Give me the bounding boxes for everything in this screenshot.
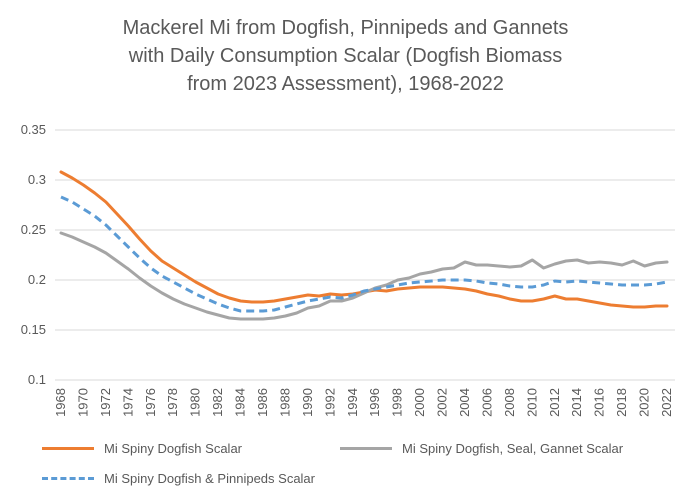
x-tick-label: 1990 bbox=[300, 388, 315, 417]
series-lines bbox=[59, 170, 669, 321]
x-tick-label: 2000 bbox=[412, 388, 427, 417]
x-tick-label: 1994 bbox=[345, 388, 360, 417]
legend-label-seal-gannet: Mi Spiny Dogfish, Seal, Gannet Scalar bbox=[402, 441, 624, 456]
legend-item-seal-gannet: Mi Spiny Dogfish, Seal, Gannet Scalar bbox=[340, 441, 623, 456]
x-tick-label: 1986 bbox=[255, 388, 270, 417]
legend-swatch-gray bbox=[340, 447, 392, 450]
x-tick-label: 2008 bbox=[502, 388, 517, 417]
gridlines bbox=[55, 129, 675, 381]
y-tick-label: 0.3 bbox=[28, 172, 46, 187]
x-tick-label: 1984 bbox=[233, 388, 248, 417]
x-tick-label: 2012 bbox=[547, 388, 562, 417]
legend-label-dogfish: Mi Spiny Dogfish Scalar bbox=[104, 441, 242, 456]
x-tick-label: 1996 bbox=[367, 388, 382, 417]
legend-swatch-blue bbox=[42, 477, 94, 480]
x-tick-label: 1982 bbox=[210, 388, 225, 417]
x-tick-label: 2016 bbox=[592, 388, 607, 417]
legend-swatch-orange bbox=[42, 447, 94, 450]
y-tick-label: 0.15 bbox=[21, 322, 46, 337]
y-tick-label: 0.1 bbox=[28, 372, 46, 387]
x-tick-label: 2004 bbox=[457, 388, 472, 417]
series-line-2 bbox=[60, 195, 668, 313]
y-tick-label: 0.2 bbox=[28, 272, 46, 287]
x-tick-label: 1992 bbox=[322, 388, 337, 417]
x-tick-label: 2006 bbox=[479, 388, 494, 417]
x-tick-label: 2020 bbox=[637, 388, 652, 417]
chart-title-line-3: from 2023 Assessment), 1968-2022 bbox=[187, 73, 504, 95]
x-tick-label: 2014 bbox=[569, 388, 584, 417]
x-tick-label: 1988 bbox=[277, 388, 292, 417]
x-tick-label: 2010 bbox=[524, 388, 539, 417]
series-line-1 bbox=[59, 231, 669, 321]
x-tick-label: 2018 bbox=[614, 388, 629, 417]
chart-title-line-1: Mackerel Mi from Dogfish, Pinnipeds and … bbox=[122, 17, 569, 39]
x-tick-label: 1980 bbox=[188, 388, 203, 417]
y-tick-label: 0.25 bbox=[21, 222, 46, 237]
x-tick-label: 1970 bbox=[75, 388, 90, 417]
legend-label-pinnipeds: Mi Spiny Dogfish & Pinnipeds Scalar bbox=[104, 471, 315, 486]
x-tick-label: 2022 bbox=[659, 388, 674, 417]
legend-item-pinnipeds: Mi Spiny Dogfish & Pinnipeds Scalar bbox=[42, 471, 315, 486]
x-tick-label: 2002 bbox=[435, 388, 450, 417]
x-tick-label: 1974 bbox=[120, 388, 135, 417]
x-tick-label: 1976 bbox=[143, 388, 158, 417]
legend-item-dogfish: Mi Spiny Dogfish Scalar bbox=[42, 441, 242, 456]
x-tick-label: 1998 bbox=[390, 388, 405, 417]
x-tick-label: 1978 bbox=[165, 388, 180, 417]
y-axis-tick-labels: 0.1 0.15 0.2 0.25 0.3 0.35 bbox=[21, 122, 46, 387]
x-tick-label: 1968 bbox=[53, 388, 68, 417]
chart-title-line-2: with Daily Consumption Scalar (Dogfish B… bbox=[128, 45, 563, 67]
chart-title: Mackerel Mi from Dogfish, Pinnipeds and … bbox=[0, 14, 691, 98]
x-axis-tick-labels: 1968 1970 1972 1974 1976 1978 1980 1982 1984 1986… bbox=[53, 388, 674, 417]
x-tick-label: 1972 bbox=[98, 388, 113, 417]
y-tick-label: 0.35 bbox=[21, 122, 46, 137]
